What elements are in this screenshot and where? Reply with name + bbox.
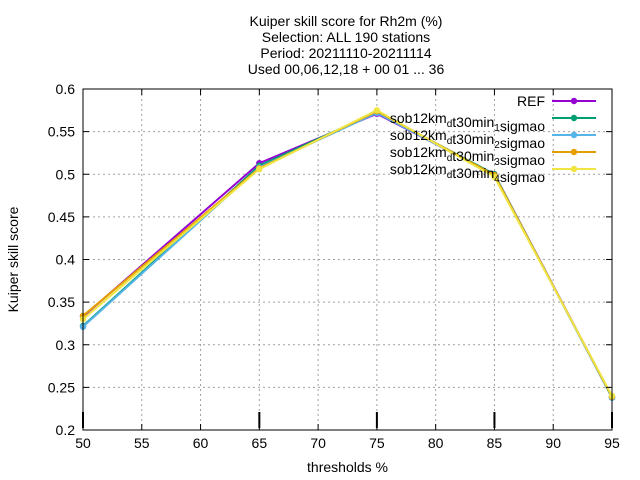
y-tick-label: 0.55 [48,124,75,140]
chart-title: Kuiper skill score for Rh2m (%) Selectio… [248,13,445,77]
title-line-3: Period: 20211110-20211114 [260,45,431,61]
legend-label: sob12kmdt30min1sigmao [390,110,545,134]
title-line-4: Used 00,06,12,18 + 00 01 ... 36 [248,61,445,77]
legend-label: sob12kmdt30min3sigmao [390,144,545,168]
x-tick-label: 70 [310,435,326,451]
x-tick-label: 95 [604,435,620,451]
legend-marker [570,97,578,105]
y-tick-label: 0.35 [48,294,75,310]
x-tick-label: 75 [369,435,385,451]
legend-marker [570,131,578,139]
x-tick-label: 90 [545,435,561,451]
legend-label: REF [517,93,545,109]
title-line-2: Selection: ALL 190 stations [262,29,430,45]
legend-marker [570,148,578,156]
legend-marker [570,114,578,122]
data-point [491,173,498,181]
title-line-1: Kuiper skill score for Rh2m (%) [250,13,443,29]
x-tick-label: 55 [134,435,150,451]
y-tick-label: 0.6 [56,81,76,97]
axis-ticks: 0.2 0.25 0.3 0.35 0.4 0.45 0.5 0.55 0.6 50 55 60 65 7… [48,81,620,451]
legend-marker [570,165,578,173]
y-tick-label: 0.5 [56,166,76,182]
legend: REFsob12kmdt30min1sigmaosob12kmdt30min2s… [390,93,596,185]
series-lines [79,107,616,401]
y-axis-label: Kuiper skill score [5,206,21,312]
y-tick-label: 0.2 [56,422,76,438]
x-tick-label: 65 [252,435,268,451]
y-tick-label: 0.4 [56,252,76,268]
x-tick-label: 85 [487,435,503,451]
x-axis-label: thresholds % [307,459,388,475]
legend-label: sob12kmdt30min2sigmao [390,127,545,151]
series-4 [79,107,616,400]
grid [83,89,612,430]
x-tick-label: 60 [193,435,209,451]
legend-label: sob12kmdt30min4sigmao [390,161,545,185]
x-tick-label: 80 [428,435,444,451]
y-tick-label: 0.3 [56,337,76,353]
x-tick-label: 50 [75,435,91,451]
plot-frame [82,88,613,431]
y-tick-label: 0.25 [48,379,75,395]
data-point [256,165,263,173]
y-tick-label: 0.45 [48,209,75,225]
data-point [373,107,381,114]
